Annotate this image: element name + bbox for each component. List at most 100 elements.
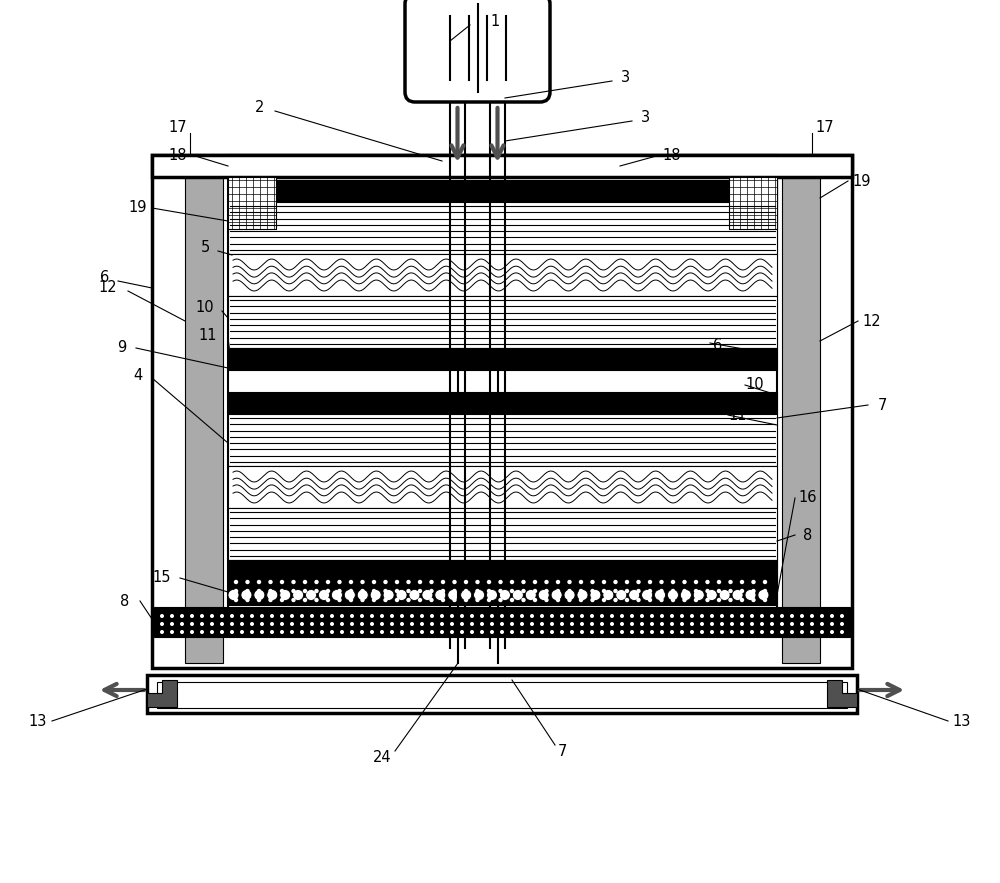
Circle shape <box>310 622 314 626</box>
Circle shape <box>670 614 674 618</box>
Circle shape <box>500 614 504 618</box>
Text: 3: 3 <box>640 110 650 125</box>
Circle shape <box>409 590 420 600</box>
Circle shape <box>740 580 744 585</box>
Text: 7: 7 <box>877 397 887 412</box>
Circle shape <box>450 630 454 634</box>
Circle shape <box>383 590 394 600</box>
Circle shape <box>525 590 536 600</box>
Circle shape <box>640 614 644 618</box>
Circle shape <box>560 622 564 626</box>
Circle shape <box>570 614 574 618</box>
Circle shape <box>395 598 399 602</box>
Circle shape <box>464 598 468 602</box>
Circle shape <box>291 589 296 593</box>
Circle shape <box>770 622 774 626</box>
Circle shape <box>564 590 575 600</box>
Circle shape <box>820 630 824 634</box>
Circle shape <box>579 580 583 585</box>
Circle shape <box>330 614 334 618</box>
Circle shape <box>544 580 549 585</box>
Circle shape <box>620 622 624 626</box>
Circle shape <box>250 614 254 618</box>
Circle shape <box>732 590 743 600</box>
Circle shape <box>751 598 756 602</box>
Circle shape <box>810 630 814 634</box>
Circle shape <box>800 622 804 626</box>
Circle shape <box>700 614 704 618</box>
Circle shape <box>487 598 491 602</box>
Circle shape <box>490 614 494 618</box>
Circle shape <box>228 590 239 600</box>
Circle shape <box>210 622 214 626</box>
Circle shape <box>257 580 261 585</box>
Circle shape <box>770 614 774 618</box>
Circle shape <box>510 598 514 602</box>
Circle shape <box>314 580 319 585</box>
Circle shape <box>533 580 537 585</box>
Circle shape <box>330 622 334 626</box>
Circle shape <box>326 589 330 593</box>
Circle shape <box>344 590 355 600</box>
Circle shape <box>705 580 710 585</box>
Circle shape <box>613 589 618 593</box>
Circle shape <box>380 630 384 634</box>
Circle shape <box>540 614 544 618</box>
Circle shape <box>760 614 764 618</box>
Circle shape <box>300 614 304 618</box>
Circle shape <box>820 614 824 618</box>
Circle shape <box>693 590 704 600</box>
Circle shape <box>240 622 244 626</box>
Circle shape <box>245 598 250 602</box>
Circle shape <box>418 580 422 585</box>
Circle shape <box>636 598 641 602</box>
Bar <box>782 155 820 663</box>
Circle shape <box>655 590 666 600</box>
Circle shape <box>452 598 457 602</box>
Bar <box>228 180 777 202</box>
Circle shape <box>590 622 594 626</box>
Circle shape <box>406 580 411 585</box>
Circle shape <box>625 598 629 602</box>
Circle shape <box>180 630 184 634</box>
Circle shape <box>480 630 484 634</box>
Circle shape <box>616 590 627 600</box>
Circle shape <box>510 589 514 593</box>
Circle shape <box>680 614 684 618</box>
Circle shape <box>763 589 767 593</box>
Circle shape <box>670 622 674 626</box>
Circle shape <box>719 590 730 600</box>
Circle shape <box>540 622 544 626</box>
Text: 18: 18 <box>663 147 681 162</box>
Circle shape <box>400 622 404 626</box>
Circle shape <box>682 580 687 585</box>
Circle shape <box>667 590 678 600</box>
Circle shape <box>600 630 604 634</box>
Circle shape <box>728 589 733 593</box>
Text: 10: 10 <box>196 300 214 315</box>
Bar <box>228 508 777 560</box>
Circle shape <box>410 622 414 626</box>
Circle shape <box>210 614 214 618</box>
Circle shape <box>590 590 601 600</box>
Circle shape <box>337 598 342 602</box>
Circle shape <box>400 614 404 618</box>
Bar <box>228 466 777 508</box>
Circle shape <box>230 630 234 634</box>
Circle shape <box>499 590 510 600</box>
Bar <box>228 254 777 296</box>
Circle shape <box>648 589 652 593</box>
Circle shape <box>357 590 368 600</box>
Circle shape <box>370 622 374 626</box>
Circle shape <box>460 622 464 626</box>
Circle shape <box>520 630 524 634</box>
Text: 10: 10 <box>746 378 764 393</box>
Circle shape <box>705 589 710 593</box>
Circle shape <box>830 622 834 626</box>
Circle shape <box>190 622 194 626</box>
Circle shape <box>406 598 411 602</box>
Circle shape <box>840 622 844 626</box>
Circle shape <box>245 580 250 585</box>
Circle shape <box>230 614 234 618</box>
Circle shape <box>349 580 353 585</box>
